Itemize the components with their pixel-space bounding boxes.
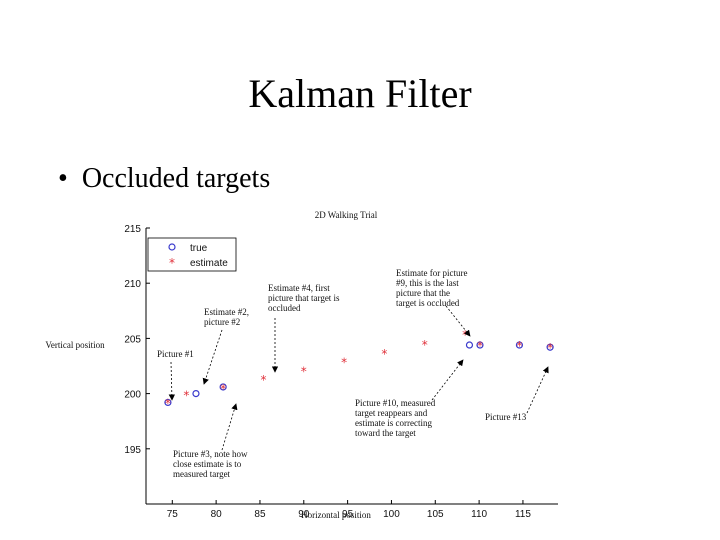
legend-true-marker [168, 243, 176, 251]
true-point [164, 398, 172, 407]
y-tick-label: 195 [124, 445, 141, 456]
estimate-point: * [381, 347, 387, 361]
x-tick-label: 90 [298, 509, 310, 520]
legend-box [147, 237, 237, 272]
legend-estimate-marker: * [169, 256, 175, 270]
y-tick-label: 210 [124, 279, 141, 290]
legend-estimate-label: estimate [190, 258, 228, 269]
estimate-point: * [301, 364, 307, 378]
svg-text:Picture #13: Picture #13 [485, 412, 527, 422]
x-tick-label: 80 [211, 509, 223, 520]
x-tick-label: 95 [342, 509, 354, 520]
x-tick-label: 85 [254, 509, 266, 520]
svg-text:Picture #1: Picture #1 [157, 349, 194, 359]
x-tick-label: 115 [515, 509, 531, 520]
y-tick-label: 205 [124, 334, 141, 345]
legend-true-label: true [190, 243, 208, 254]
annotation-picture-13: Picture #13 [485, 366, 549, 422]
svg-text:Estimate for picture #9,: Estimate for picture #9, this is the las… [396, 268, 470, 308]
chart-ticks: 75 80 85 90 95 100 105 110 115 195 200 205 210 215 [124, 224, 531, 520]
estimate-point: * [183, 389, 189, 403]
estimate-point: * [341, 356, 347, 370]
bullet-dot: • [58, 163, 68, 194]
estimate-point: * [260, 373, 266, 387]
y-axis-label: Vertical position [45, 340, 105, 350]
estimate-point: * [422, 338, 428, 352]
annotation-picture-10: Picture #10, measured target reappears a… [355, 359, 464, 438]
true-point [546, 343, 554, 351]
x-tick-label: 110 [471, 509, 487, 520]
true-point [515, 341, 524, 349]
svg-text:Estimate #4, first pictu: Estimate #4, first picture that target i… [268, 283, 342, 313]
true-point [219, 383, 227, 391]
bullet-item: • Occluded targets [58, 163, 270, 195]
x-tick-label: 105 [427, 509, 444, 520]
estimate-point: * [547, 341, 553, 355]
true-point [476, 341, 484, 349]
estimate-point: * [477, 339, 483, 353]
estimate-point: * [165, 396, 171, 410]
x-axis-label: Horizontal position [301, 510, 371, 520]
chart-axes [145, 228, 558, 505]
annotation-estimate-9: Estimate for picture #9, this is the las… [396, 268, 471, 337]
slide-title: Kalman Filter [248, 71, 472, 116]
x-tick-label: 100 [383, 509, 400, 520]
x-tick-label: 75 [167, 509, 179, 520]
annotation-picture-3: Picture #3, note how close estimate is t… [173, 403, 250, 479]
y-tick-label: 215 [124, 224, 141, 235]
y-tick-label: 200 [124, 390, 141, 401]
svg-text:Estimate #2, picture #2: Estimate #2, picture #2 [204, 307, 251, 327]
chart-title: 2D Walking Trial [315, 210, 378, 220]
estimate-point: * [462, 328, 468, 342]
estimate-point: * [220, 382, 226, 396]
true-point [192, 390, 200, 398]
annotation-picture-1: Picture #1 [157, 349, 194, 401]
svg-text:Picture #10, measured ta: Picture #10, measured target reappears a… [355, 398, 437, 438]
svg-text:Picture #3, note how clo: Picture #3, note how close estimate is t… [173, 449, 250, 479]
true-point [465, 341, 474, 349]
legend: true * estimate [147, 237, 237, 272]
annotation-estimate-2: Estimate #2, picture #2 [202, 307, 251, 385]
estimate-point: * [516, 339, 522, 353]
annotation-estimate-4: Estimate #4, first picture that target i… [268, 283, 342, 373]
bullet-text: Occluded targets [81, 163, 271, 194]
